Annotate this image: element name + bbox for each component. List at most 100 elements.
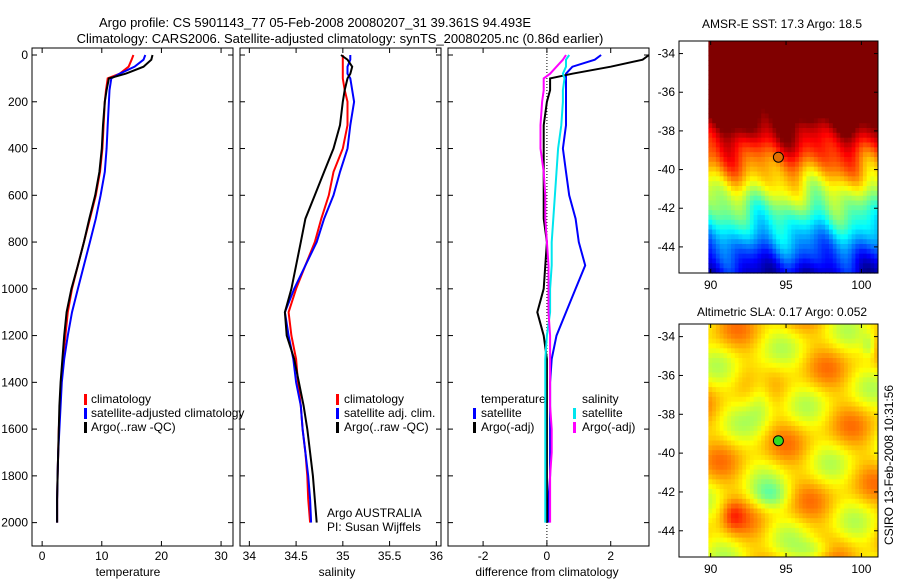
sla-cell	[829, 392, 834, 398]
sla-cell	[757, 406, 762, 412]
sla-cell	[802, 382, 807, 388]
sst-cell	[806, 45, 811, 52]
sst-cell	[742, 70, 747, 76]
sla-cell	[859, 445, 864, 451]
sst-cell	[761, 123, 766, 129]
sst-cell	[813, 123, 819, 129]
sla-cell	[859, 440, 864, 446]
sst-cell	[738, 45, 743, 52]
sla-cell	[813, 425, 819, 432]
sla-cell	[829, 421, 834, 427]
sst-cell	[866, 142, 871, 148]
sst-cell	[715, 132, 721, 139]
sst-cell	[768, 171, 773, 177]
sst-cell	[749, 94, 755, 100]
sla-cell	[870, 440, 875, 446]
sla-cell	[727, 455, 732, 461]
sst-cell	[772, 205, 777, 211]
sst-cell	[712, 142, 717, 148]
sst-cell	[734, 41, 740, 47]
sla-cell	[734, 406, 740, 412]
sla-cell	[795, 464, 800, 471]
sst-cell	[836, 41, 841, 47]
sla-cell	[761, 484, 766, 490]
sst-cell	[832, 186, 838, 192]
sla-cell	[723, 498, 728, 505]
sst-cell	[715, 166, 721, 173]
sla-cell	[780, 377, 785, 383]
sla-cell	[806, 498, 811, 505]
sla-cell	[847, 479, 853, 485]
sla-cell	[874, 513, 879, 519]
sst-cell	[813, 200, 819, 206]
sla-cell	[727, 445, 732, 451]
sst-cell	[795, 244, 800, 250]
sst-cell	[866, 161, 871, 168]
sla-cell	[817, 552, 822, 558]
y-tick-label: 1800	[1, 469, 28, 483]
sst-cell	[836, 128, 841, 134]
sla-cell	[832, 552, 838, 558]
y-tick-label: -38	[658, 407, 676, 421]
sla-cell	[723, 450, 728, 456]
sst-cell	[874, 161, 879, 168]
sla-cell	[761, 396, 766, 403]
sst-cell	[791, 253, 796, 260]
sst-cell	[795, 215, 800, 221]
sla-cell	[764, 542, 770, 548]
sla-cell	[712, 479, 717, 485]
sst-cell	[787, 258, 792, 264]
sst-cell	[731, 50, 736, 57]
sla-cell	[866, 333, 871, 340]
sla-cell	[821, 455, 826, 461]
sla-cell	[817, 382, 822, 388]
sla-cell	[866, 396, 871, 403]
sst-cell	[821, 60, 826, 66]
difference-legend: temperature satellite Argo(-adj) salinit…	[473, 392, 635, 434]
sla-cell	[862, 469, 868, 475]
sst-cell	[802, 263, 807, 269]
sla-cell	[802, 425, 807, 432]
y-tick-label: 1600	[1, 422, 28, 436]
sst-cell	[734, 234, 740, 240]
sla-cell	[753, 392, 758, 398]
sst-cell	[719, 108, 724, 115]
sst-cell	[859, 137, 864, 144]
sla-cell	[731, 324, 736, 330]
sst-cell	[829, 70, 834, 76]
sla-cell	[742, 513, 747, 519]
sst-cell	[776, 41, 781, 47]
sst-cell	[776, 171, 781, 177]
sst-cell	[832, 41, 838, 47]
sla-cell	[719, 518, 724, 524]
sst-cell	[866, 166, 871, 173]
sla-cell	[855, 425, 860, 432]
sst-cell	[802, 258, 807, 264]
sst-cell	[746, 113, 751, 119]
sla-cell	[764, 338, 770, 344]
sla-cell	[855, 527, 860, 534]
sst-cell	[761, 65, 766, 71]
sla-cell	[829, 362, 834, 369]
sst-cell	[798, 171, 804, 177]
sla-cell	[847, 523, 853, 529]
sst-cell	[757, 41, 762, 47]
sla-cell	[821, 367, 826, 374]
sla-cell	[859, 537, 864, 543]
sla-cell	[862, 416, 868, 422]
sst-cell	[764, 41, 770, 47]
sla-cell	[821, 411, 826, 417]
sla-cell	[844, 450, 849, 456]
sla-cell	[866, 498, 871, 505]
legend-label: Argo(-adj)	[582, 420, 635, 434]
sst-cell	[791, 229, 796, 235]
sla-cell	[870, 358, 875, 364]
sla-cell	[832, 508, 838, 514]
sla-cell	[731, 338, 736, 344]
sst-cell	[776, 118, 781, 124]
sst-cell	[731, 195, 736, 202]
sla-cell	[749, 450, 755, 456]
sla-cell	[708, 542, 713, 548]
sst-cell	[787, 128, 792, 134]
sst-cell	[791, 248, 796, 255]
